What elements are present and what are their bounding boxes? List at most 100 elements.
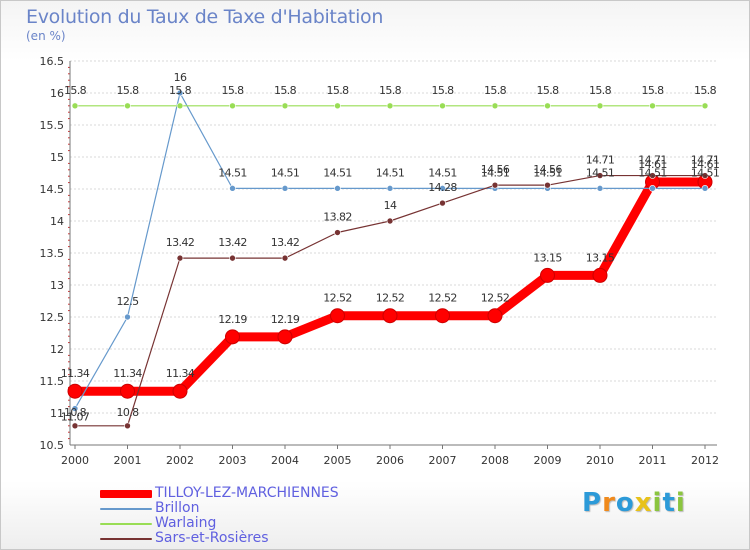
data-label-sars: 13.42 [166,236,195,249]
data-label-tilloy: 13.15 [586,251,615,264]
data-label-tilloy: 13.15 [533,251,562,264]
logo-letter: t [662,488,676,518]
data-point-brillon [386,185,394,192]
data-point-brillon [229,185,236,192]
data-point-warlaing [124,102,131,110]
x-tick-label: 2000 [61,454,89,467]
data-point-warlaing [334,102,341,110]
data-label-warlaing: 15.8 [431,84,454,97]
x-tick-label: 2010 [586,454,614,467]
x-tick-label: 2003 [219,454,247,467]
data-point-warlaing [439,102,446,110]
data-point-sars [386,217,394,225]
data-label-warlaing: 15.8 [379,84,402,97]
data-point-warlaing [386,102,394,110]
data-label-sars: 14.56 [533,163,562,176]
data-point-sars [229,254,236,262]
data-point-tilloy [592,267,608,283]
y-tick-label: 12 [50,343,64,356]
legend-item-tilloy: TILLOY-LEZ-MARCHIENNES [100,485,440,502]
data-point-warlaing [701,102,709,110]
data-point-brillon [281,185,289,192]
data-point-warlaing [281,102,289,110]
data-point-brillon [124,313,131,321]
data-point-tilloy [277,329,293,345]
y-tick-label: 13 [50,279,64,292]
data-label-sars: 14.28 [428,181,457,194]
data-label-warlaing: 15.8 [484,84,507,97]
y-tick-label: 13.5 [40,247,65,260]
x-tick-label: 2009 [534,454,562,467]
data-label-brillon: 14.51 [323,166,352,179]
y-tick-label: 14 [50,215,64,228]
data-label-sars: 14.71 [691,154,720,167]
y-tick-label: 14.5 [40,183,65,196]
data-label-warlaing: 15.8 [116,84,139,97]
data-label-sars: 13.42 [271,236,300,249]
data-label-warlaing: 15.8 [274,84,297,97]
data-point-sars [439,199,446,207]
axis-layer: 10.5 11 11.5 12 12.5 13 13.5 14 14.5 15 15.5 16 16.5… [40,55,720,467]
data-point-warlaing [544,102,551,110]
data-point-sars [491,181,499,189]
data-point-sars [124,422,131,430]
x-tick-label: 2001 [114,454,142,467]
x-tick-label: 2004 [271,454,299,467]
series-layer [67,89,713,430]
data-label-brillon: 12.5 [116,295,139,308]
legend-label: Warlaing [155,515,217,531]
legend-label: Brillon [155,500,200,516]
data-label-brillon: 14.51 [218,166,247,179]
y-tick-label: 11.5 [40,375,65,388]
data-label-tilloy: 12.52 [323,292,352,305]
data-point-brillon [596,185,604,192]
y-tick-label: 16 [50,87,64,100]
data-point-sars [71,422,79,430]
legend-swatch [100,538,152,540]
chart-subtitle: (en %) [26,29,66,43]
data-label-brillon: 14.51 [428,166,457,179]
logo-letter: o [615,488,635,518]
data-label-sars: 13.82 [323,211,352,224]
data-label-tilloy: 12.19 [218,313,247,326]
data-label-layer: 11.34 11.34 11.34 12.19 12.19 12.52 12.52 12.52… [61,71,720,424]
data-label-brillon: 16 [174,71,187,84]
legend-item-brillon: Brillon [100,500,440,517]
data-point-tilloy [540,267,555,283]
data-label-brillon: 14.51 [376,166,405,179]
legend-swatch [100,523,152,525]
data-label-tilloy: 11.34 [113,367,142,380]
data-label-warlaing: 15.8 [326,84,349,97]
logo-letter: i [652,488,663,518]
data-label-sars: 13.42 [218,236,247,249]
x-tick-label: 2011 [639,454,667,467]
data-point-warlaing [176,102,184,110]
data-point-sars [334,229,341,236]
data-point-brillon [701,185,709,192]
data-point-sars [701,172,709,179]
data-label-tilloy: 14.61 [638,158,667,171]
data-label-brillon: 14.51 [586,166,615,179]
data-point-tilloy [67,383,83,399]
data-point-warlaing [229,102,236,110]
data-label-brillon: 11.07 [61,411,90,424]
data-point-tilloy [120,383,135,399]
proxiti-logo: Proxiti [582,488,686,518]
data-label-tilloy: 12.52 [481,292,510,305]
logo-letter: x [634,488,653,518]
data-label-brillon: 14.51 [638,166,667,179]
legend-label: Sars-et-Rosières [155,530,269,546]
data-point-warlaing [649,102,656,110]
data-point-tilloy [382,308,398,324]
x-tick-label: 2007 [429,454,457,467]
data-label-tilloy: 11.34 [166,367,195,380]
x-tick-label: 2012 [691,454,719,467]
logo-letter: r [602,488,616,518]
data-label-sars: 14.71 [586,154,615,167]
data-point-warlaing [71,102,79,110]
data-label-tilloy: 12.52 [376,292,405,305]
data-point-tilloy [435,308,450,324]
data-point-warlaing [491,102,499,110]
series-line-tilloy [70,177,710,396]
